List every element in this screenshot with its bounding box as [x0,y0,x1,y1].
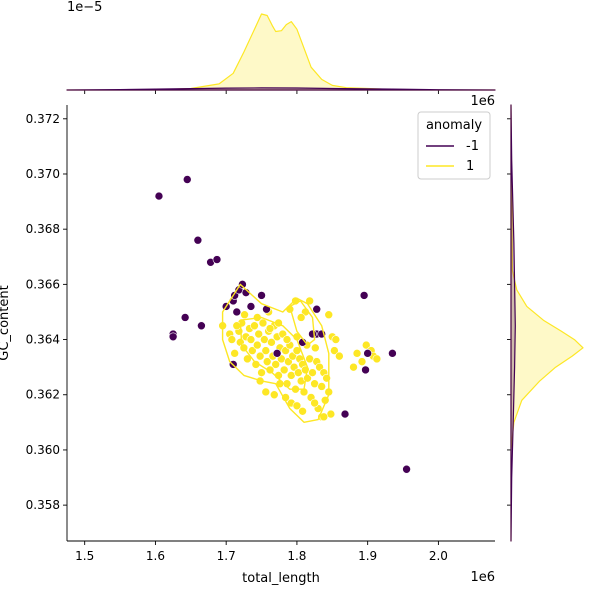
scatter-point-anomaly-1 [311,343,320,353]
x-axis-offset-label: 1e6 [470,570,495,585]
legend-title: anomaly [426,118,482,133]
scatter-point-anomaly-1 [298,407,307,416]
scatter-point-anomaly-1 [372,354,382,364]
scatter-point-anomaly-1 [269,390,279,400]
y-tick-label: 0.372 [26,112,60,126]
scatter-point-anomaly-1 [267,338,276,347]
scatter-point-anomaly-neg1 [340,409,350,419]
scatter-point-anomaly-1 [310,398,319,408]
scatter-point-anomaly-1 [296,313,306,322]
y-tick-label: 0.364 [26,333,60,347]
scatter-point-anomaly-1 [331,335,341,344]
scatter-point-anomaly-1 [335,351,344,361]
scatter-point-anomaly-1 [250,321,259,331]
scatter-point-anomaly-1 [361,340,371,350]
scatter-point-anomaly-neg1 [257,291,266,300]
scatter-point-anomaly-neg1 [197,321,206,331]
y-tick-label: 0.362 [26,388,60,402]
kde-contour-line [239,316,309,390]
y-axis-label: GC_content [0,285,12,360]
scatter-point-anomaly-1 [330,346,339,355]
scatter-point-anomaly-1 [324,310,334,320]
top-marginal-offset-label: 1e−5 [67,0,102,15]
y-tick-label: 0.370 [26,167,60,181]
scatter-point-anomaly-1 [243,354,252,364]
scatter-point-anomaly-1 [279,365,289,375]
x-tick-label: 1.7 [217,549,236,563]
scatter-point-anomaly-1 [282,335,292,344]
scatter-point-anomaly-1 [349,362,358,372]
scatter-point-anomaly-1 [253,340,262,350]
right-marginal-offset-label: 1e6 [470,94,495,109]
scatter-point-anomaly-1 [255,351,265,361]
scatter-point-anomaly-neg1 [312,304,322,314]
x-tick-label: 1.6 [146,549,165,563]
top-marginal-density-anomaly-neg1 [66,87,496,91]
kde-contours-group [221,283,330,423]
scatter-point-anomaly-neg1 [272,349,282,358]
scatter-point-anomaly-1 [257,368,266,377]
scatter-point-anomaly-neg1 [359,291,369,300]
scatter-point-anomaly-1 [292,401,302,411]
scatter-point-anomaly-neg1 [212,255,222,264]
y-tick-label: 0.368 [26,222,60,236]
scatter-point-anomaly-1 [240,310,249,320]
scatter-point-anomaly-1 [308,368,317,377]
legend: anomaly -1 1 [417,111,491,180]
scatter-point-anomaly-neg1 [238,280,247,289]
scatter-point-anomaly-1 [261,346,271,355]
scatter-point-anomaly-1 [258,318,268,328]
y-tick-label: 0.366 [26,277,60,291]
scatter-point-anomaly-1 [254,329,264,339]
scatter-point-anomaly-1 [317,382,326,391]
main-axes: 1.5 1.6 1.7 1.8 1.9 2.0 0.358 0.360 0.362 0.364 0.… [26,105,495,563]
y-tick-label: 0.358 [26,498,60,512]
scatter-point-anomaly-neg1 [246,302,256,311]
scatter-point-anomaly-neg1 [168,332,178,342]
kde-contour-line [221,283,330,423]
x-tick-label: 1.9 [358,549,377,563]
scatter-point-anomaly-neg1 [361,365,370,375]
scatter-point-anomaly-1 [230,349,239,358]
scatter-point-anomaly-neg1 [180,313,190,322]
scatter-point-anomaly-1 [357,357,367,366]
scatter-point-anomaly-1 [352,349,362,358]
kde-contour-line [289,300,316,346]
scatter-point-anomaly-neg1 [363,349,372,358]
x-tick-label: 2.0 [429,549,448,563]
scatter-point-anomaly-neg1 [154,191,164,201]
legend-label-anomaly-1: 1 [466,159,474,174]
top-marginal-density-anomaly-1 [66,13,496,91]
right-marginal-density-anomaly-neg1 [510,104,516,542]
scatter-point-anomaly-neg1 [193,235,203,245]
scatter-point-anomaly-1 [261,387,271,397]
scatter-points-group [154,175,411,474]
right-marginal-density [507,104,584,542]
scatter-point-anomaly-1 [248,346,257,355]
scatter-point-anomaly-1 [227,335,237,344]
scatter-point-anomaly-1 [271,360,280,369]
scatter-point-anomaly-1 [305,296,314,306]
scatter-point-anomaly-neg1 [308,329,317,339]
scatter-point-anomaly-neg1 [388,349,397,358]
y-tick-label: 0.360 [26,443,60,457]
x-axis-label: total_length [242,571,320,586]
joint-scatter-plot: 1.5 1.6 1.7 1.8 1.9 2.0 0.358 0.360 0.362 0.364 0.… [0,105,495,586]
scatter-point-anomaly-neg1 [182,175,192,184]
x-tick-label: 1.8 [287,549,306,563]
scatter-point-anomaly-1 [262,357,272,366]
legend-label-anomaly-neg1: -1 [466,139,479,154]
scatter-point-anomaly-1 [232,321,242,331]
top-marginal-density [66,13,496,94]
scatter-point-anomaly-neg1 [402,464,411,474]
x-tick-label: 1.5 [75,549,94,563]
scatter-point-anomaly-neg1 [232,307,242,317]
scatter-point-anomaly-1 [246,335,256,344]
scatter-point-anomaly-1 [265,324,275,333]
